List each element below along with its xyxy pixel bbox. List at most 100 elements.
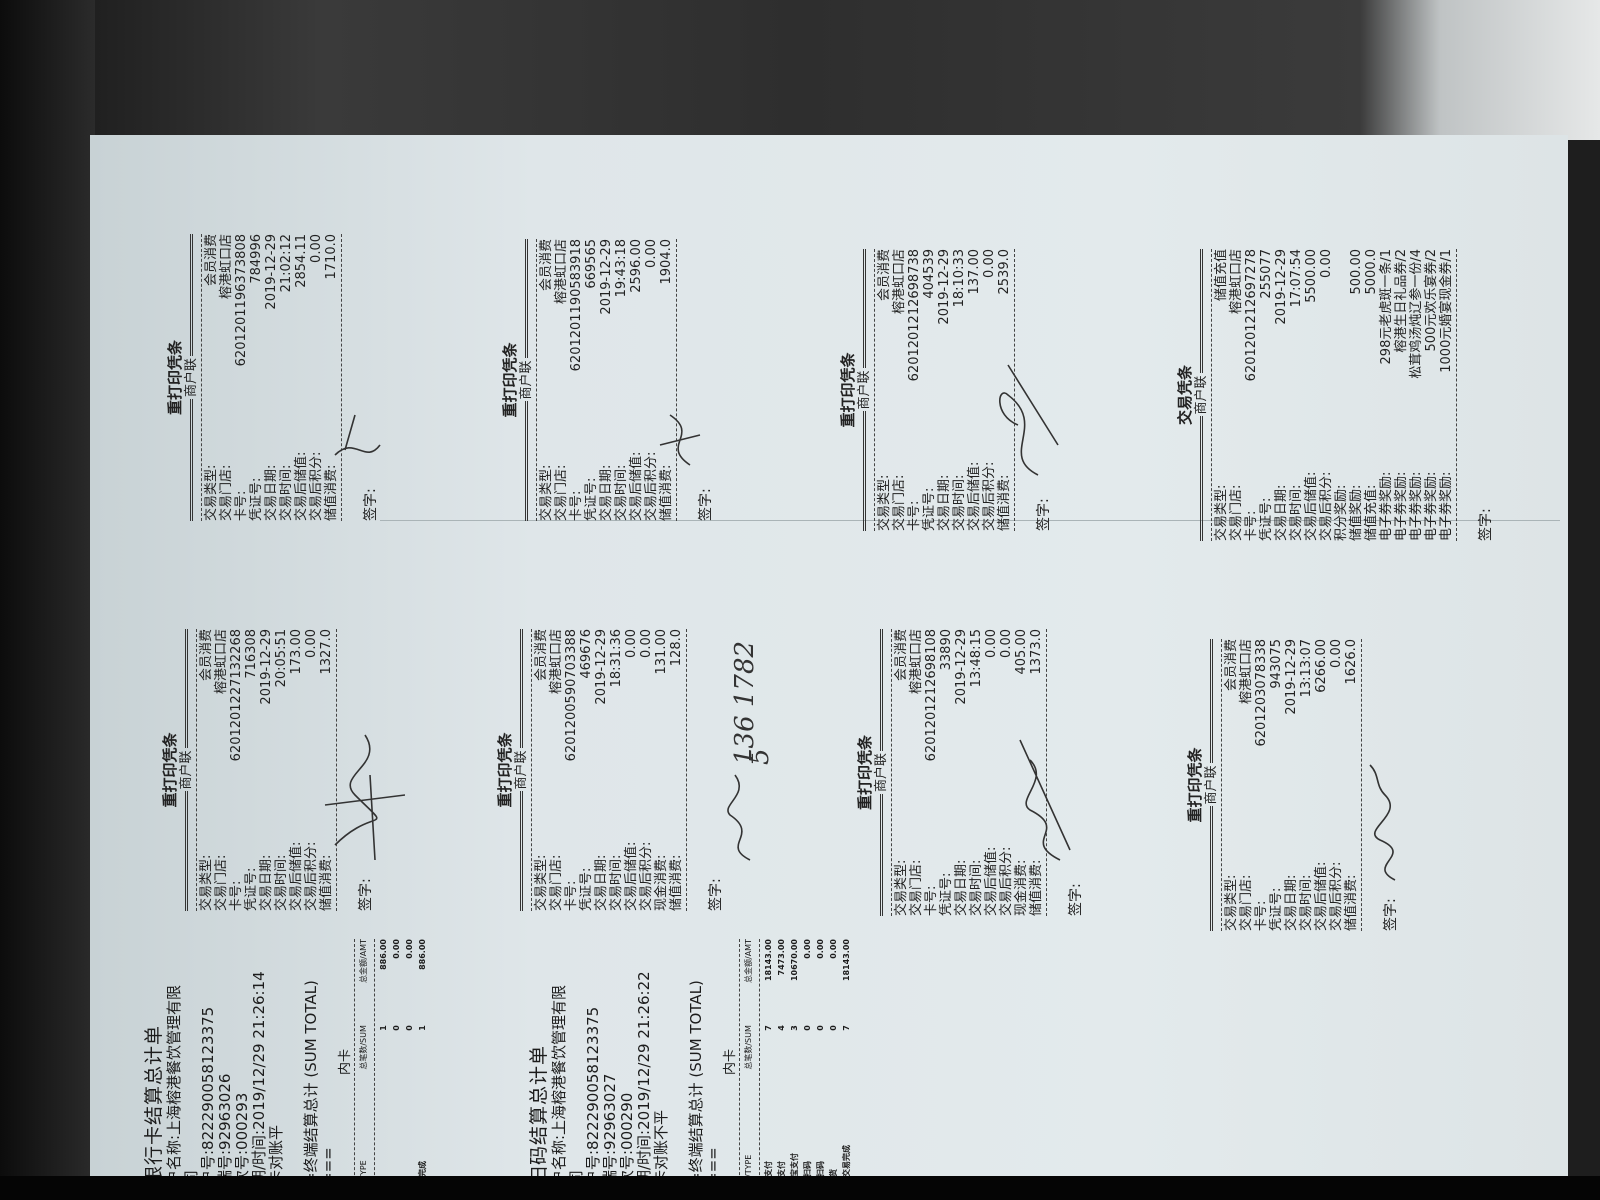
double-rule (863, 248, 866, 369)
summary-table-header: 型/TYPE 总笔数/SUM 总金额/AMT (740, 939, 757, 1176)
receipt-row: 交易门店: 榕港虹口店 (214, 629, 229, 911)
row-label: 交易日期: (937, 474, 952, 531)
row-label: 储值充值: (1364, 484, 1379, 541)
receipt-row: 电子券奖励: 1000元婚宴现金券/1 (1439, 249, 1454, 541)
row-label: 储值奖励: (1349, 484, 1364, 541)
summary-cell: 0 (392, 1025, 401, 1031)
row-label: 交易时间: (952, 474, 967, 531)
receipt-row: 交易后储值: 6266.00 (1314, 639, 1329, 931)
row-value: 1626.0 (1344, 639, 1359, 685)
receipt-row: 交易类型: 会员消费 (199, 629, 214, 911)
summary-line: 司 (182, 939, 200, 1176)
receipt-row: 交易后储值: 0.00 (984, 629, 999, 916)
handwritten-signature-icon (659, 414, 701, 466)
double-rule (190, 233, 193, 356)
receipt-row: 凭证号: 469676 (579, 629, 594, 911)
receipt-sheet: 重打印凭条 商户联 交易类型: 会员消费 交易门店: 榕港虹口店 卡号: 6201201196… (90, 135, 1568, 1176)
row-value: 13:13:07 (1299, 639, 1314, 698)
row-value: 6201203078338 (1254, 639, 1269, 747)
row-label: 电子券奖励: (1409, 471, 1424, 541)
row-value: 173.00 (289, 629, 304, 675)
double-rule (880, 794, 883, 916)
row-value: 2019-12-29 (599, 239, 614, 315)
row-value: 2019-12-29 (1284, 639, 1299, 715)
summary-line: 卡对账平 (267, 1124, 285, 1176)
row-value: 2019-12-29 (264, 234, 279, 310)
row-value: 2019-12-29 (594, 629, 609, 705)
receipt-copy-label: 商户联 (857, 370, 872, 410)
row-value: 2596.00 (629, 239, 644, 293)
summary-header-cell: 总金额/AMT (359, 939, 368, 983)
receipt-row: 交易后积分: 0.00 (639, 629, 654, 911)
receipt-row: 交易时间: 18:31:36 (609, 629, 624, 911)
row-value: 6266.00 (1314, 639, 1329, 693)
row-value: 储值充值 (1214, 249, 1229, 302)
summary-cell: 0.00 (829, 939, 838, 959)
row-label: 交易类型: (1224, 874, 1239, 931)
summary-subsection: 内卡 (722, 939, 740, 1176)
dashed-divider (1456, 249, 1457, 541)
summary-line: 卡对账不平 (652, 1109, 670, 1176)
row-value: 2019-12-29 (937, 249, 952, 325)
receipt-row: 卡号: 6201203078338 (1254, 639, 1269, 931)
double-rule (880, 628, 883, 751)
summary-cell: 0.00 (392, 939, 401, 959)
summary-table-row: 计 (853, 939, 866, 1176)
receipt-row: 交易日期: 2019-12-29 (954, 629, 969, 916)
summary-title: 扫码结算总计单 (528, 1044, 550, 1176)
summary-cell (390, 1087, 403, 1176)
receipt-6-content: 重打印凭条 商户联 交易类型: 会员消费 交易门店: 榕港虹口店 卡号: 6201200590… (495, 625, 790, 915)
double-rule (520, 791, 523, 911)
row-value: 18:10:33 (952, 249, 967, 308)
receipt-copy-label: 商户联 (179, 750, 194, 790)
row-value: 1373.0 (1029, 629, 1044, 675)
receipt-row: 交易日期: 2019-12-29 (1274, 249, 1289, 541)
row-value: 0.00 (999, 629, 1014, 658)
double-rule (1210, 638, 1213, 764)
summary-cell: 退扫码 (816, 1161, 825, 1176)
summary-cell: 886.00 (379, 939, 388, 970)
summary-table-row: 撤完成 1 886.00 (416, 939, 429, 1176)
handwritten-signature-icon (1019, 739, 1071, 861)
receipt-6: 重打印凭条 商户联 交易类型: 会员消费 交易门店: 榕港虹口店 卡号: 6201200590… (495, 625, 790, 915)
receipt-row: 交易日期: 2019-12-29 (264, 234, 279, 521)
row-value: 33890 (939, 629, 954, 671)
handwritten-signature-icon (999, 364, 1059, 476)
receipt-row: 储值消费: 128.0 (669, 629, 684, 911)
summary-cell: 0.00 (803, 939, 812, 959)
receipt-row: 交易后积分: 0.00 (309, 234, 324, 521)
receipt-row: 交易后积分: 0.00 (1329, 639, 1344, 931)
row-value: 5000.0 (1364, 249, 1379, 295)
receipt-3: 重打印凭条 商户联 交易类型: 会员消费 交易门店: 榕港虹口店 卡号: 6201201212… (838, 245, 1078, 535)
row-label: 储值消费: (669, 854, 684, 911)
receipt-5-content: 重打印凭条 商户联 交易类型: 会员消费 交易门店: 榕港虹口店 卡号: 6201201227… (160, 625, 405, 915)
summary-header-cell: I/TYPE (359, 1160, 368, 1176)
dashed-divider (874, 249, 875, 531)
receipt-8: 重打印凭条 商户联 交易类型: 会员消费 交易门店: 榕港虹口店 卡号: 6201203078… (1185, 635, 1445, 935)
receipt-title: 重打印凭条 (839, 352, 857, 428)
row-value: 500元欢乐宴券/2 (1424, 249, 1439, 352)
row-value: 0.00 (309, 234, 324, 263)
row-value: 19:43:18 (614, 239, 629, 298)
row-label: 电子券奖励: (1424, 471, 1439, 541)
row-label: 交易门店: (1229, 484, 1244, 541)
dashed-divider (891, 629, 892, 916)
double-rule (863, 411, 866, 531)
receipt-title: 重打印凭条 (501, 342, 519, 418)
receipt-row: 卡号: 6201201212697278 (1244, 249, 1259, 541)
row-label: 凭证号: (249, 477, 264, 521)
receipt-title: 重打印凭条 (161, 732, 179, 808)
row-value: 0.00 (984, 629, 999, 658)
row-label: 卡号: (569, 490, 584, 521)
row-value: 18:31:36 (609, 629, 624, 688)
receipt-copy-label: 商户联 (184, 357, 199, 397)
summary-table-row: 退货 0 0.00 (827, 939, 840, 1176)
receipt-2-content: 重打印凭条 商户联 交易类型: 会员消费 交易门店: 榕港虹口店 卡号: 6201201190… (500, 235, 740, 525)
row-value: 6201201227132268 (229, 629, 244, 762)
row-value: 会员消费 (534, 629, 549, 682)
summary-cell: 信支付 (777, 1161, 786, 1176)
row-label: 凭证号: (579, 867, 594, 911)
paper-fold-line (380, 520, 1560, 521)
receipt-row: 储值奖励: 500.00 (1349, 249, 1364, 541)
receipt-row: 电子券奖励: 298元老虎斑一条/1 (1379, 249, 1394, 541)
